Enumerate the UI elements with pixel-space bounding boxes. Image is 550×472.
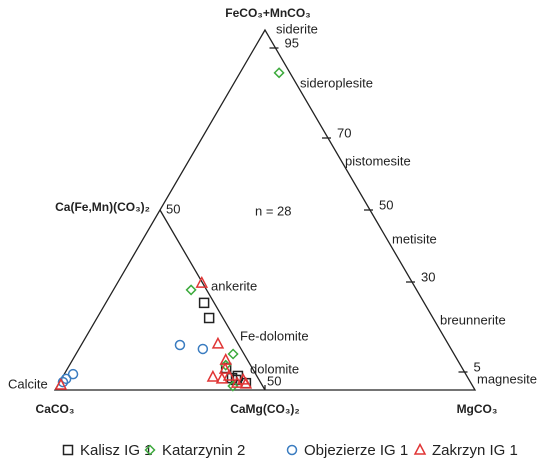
apex-right: MgCO₃ [457,402,498,416]
region-label: metisite [392,231,437,246]
tick-label: 30 [421,269,435,284]
marker [60,373,72,385]
region-label: breunnerite [440,312,506,327]
marker [198,297,210,309]
marker [195,275,209,288]
tick-label: 50 [267,373,281,388]
marker [206,369,220,382]
tick-label: 5 [474,359,481,374]
marker [67,368,79,380]
region-label: dolomite [250,361,299,376]
legend-label: Katarzynin 2 [162,442,245,459]
region-label: Calcite [8,376,48,391]
marker [413,442,427,455]
apex-bottom-mid: CaMg(CO₃)₂ [230,402,300,416]
marker [197,343,209,355]
legend-label: Zakrzyn IG 1 [432,442,518,459]
region-label: Fe-dolomite [240,328,309,343]
marker [211,336,225,349]
region-label: magnesite [477,371,537,386]
marker [174,339,186,351]
marker [62,444,74,456]
dolomite-line [159,209,266,391]
marker [144,444,156,456]
tick-label: 70 [337,125,351,140]
region-label: pistomesite [345,153,411,168]
tick-label: 50 [379,197,393,212]
marker [219,353,232,365]
marker [227,348,239,360]
marker [273,67,285,79]
region-label: sideroplesite [300,75,373,90]
tick-label: 95 [285,35,299,50]
legend-label: Objezierze IG 1 [304,442,408,459]
marker [230,376,244,388]
marker [185,284,197,296]
marker [286,444,298,456]
marker [54,377,68,390]
annotation: n = 28 [255,203,292,218]
region-label: ankerite [211,278,257,293]
apex-top: FeCO₃+MnCO₃ [225,6,310,20]
apex-left-mid: Ca(Fe,Mn)(CO₃)₂ [55,200,150,214]
marker [218,362,232,374]
tick-label: 50 [166,201,180,216]
marker [239,376,253,389]
marker [222,368,236,381]
apex-left: CaCO₃ [36,402,75,416]
marker [203,312,215,324]
marker [227,380,239,392]
marker [57,376,69,388]
region-label: siderite [276,21,318,36]
legend-label: Kalisz IG 1 [80,442,153,459]
